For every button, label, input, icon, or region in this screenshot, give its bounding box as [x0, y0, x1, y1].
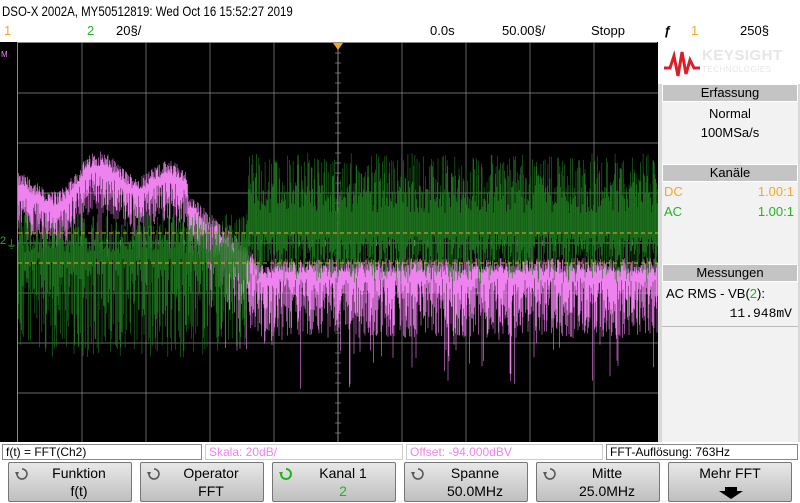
- bottom-bar: f(t) = FFT(Ch2) Skala: 20dB/ Offset: -94…: [0, 442, 800, 503]
- sample-rate: 100MSa/s: [700, 125, 760, 140]
- softkey-center[interactable]: Mitte 25.0MHz: [536, 462, 660, 502]
- measurement-label-post: ):: [757, 286, 765, 301]
- softkey-function-label: Funktion: [52, 465, 106, 481]
- brand-sub: TECHNOLOGIES: [702, 65, 772, 74]
- softkey-operator[interactable]: Operator FFT: [140, 462, 264, 502]
- arrow-down-icon: [719, 487, 743, 499]
- ch1-coupling: DC: [664, 184, 683, 199]
- softkey-channel1-value: 2: [339, 483, 347, 499]
- time-scale: 50.00§/: [502, 23, 546, 38]
- knob-icon: [543, 468, 556, 480]
- measurement-label: AC RMS - VB(2):: [666, 286, 765, 301]
- trigger-level: 250§: [740, 23, 769, 38]
- keysight-wave-icon: [664, 50, 700, 77]
- ground-icon: ⏚: [6, 239, 17, 251]
- math-function-info: f(t) = FFT(Ch2): [2, 444, 202, 460]
- traces: [17, 151, 659, 389]
- measurement-value: 11.948mV: [729, 306, 792, 321]
- knob-active-icon: [279, 468, 292, 480]
- math-scale-info: Skala: 20dB/: [205, 444, 403, 460]
- status-bar: DSO-X 2002A, MY50512819: Wed Oct 16 15:5…: [0, 0, 800, 42]
- ch1-indicator[interactable]: 1: [4, 23, 12, 38]
- acquisition-mode: Normal: [709, 106, 751, 121]
- trigger-edge-icon: ƒ: [664, 23, 672, 38]
- softkey-channel1-label: Kanal 1: [319, 465, 367, 481]
- knob-icon: [147, 468, 160, 480]
- softkey-operator-value: FFT: [198, 483, 224, 499]
- side-panel: KEYSIGHT TECHNOLOGIES Erfassung Normal 1…: [658, 42, 800, 442]
- run-state: Stopp: [591, 23, 625, 38]
- softkey-channel1[interactable]: Kanal 1 2: [272, 462, 396, 502]
- knob-icon: [411, 468, 424, 480]
- measurement-label-pre: AC RMS - VB(: [666, 286, 750, 301]
- waveform-display[interactable]: [17, 42, 659, 444]
- ch2-scale: 20§/: [116, 23, 142, 38]
- measurements-body: AC RMS - VB(2): 11.948mV: [662, 282, 798, 442]
- instrument-title: DSO-X 2002A, MY50512819: Wed Oct 16 15:5…: [2, 3, 293, 19]
- acquisition-header: Erfassung: [662, 84, 798, 102]
- waveform-svg: [17, 42, 659, 444]
- softkey-operator-label: Operator: [183, 465, 239, 481]
- softkey-function-value: f(t): [70, 483, 88, 499]
- softkey-span-label: Spanne: [450, 465, 500, 481]
- ch2-ground-marker[interactable]: 2: [0, 235, 7, 247]
- ch2-probe: 1.00:1: [757, 204, 794, 219]
- softkey-center-value: 25.0MHz: [578, 483, 636, 499]
- brand-name: KEYSIGHT: [702, 47, 783, 64]
- math-offset-info: Offset: -94.000dBV: [406, 444, 603, 460]
- softkey-more-fft[interactable]: Mehr FFT: [668, 462, 792, 502]
- measurement-divider: [662, 326, 798, 327]
- fft-resolution-info: FFT-Auflösung: 763Hz: [606, 444, 798, 460]
- softkey-function[interactable]: Funktion f(t): [8, 462, 132, 502]
- softkey-center-label: Mitte: [591, 465, 623, 481]
- softkey-span[interactable]: Spanne 50.0MHz: [404, 462, 528, 502]
- trigger-position-marker[interactable]: [333, 43, 343, 50]
- softkey-span-value: 50.0MHz: [446, 483, 504, 499]
- ch2-indicator[interactable]: 2: [87, 23, 95, 38]
- acquisition-body: Normal 100MSa/s: [662, 102, 798, 164]
- time-offset: 0.0s: [430, 23, 455, 38]
- trigger-channel: 1: [691, 23, 699, 38]
- ch2-coupling: AC: [664, 204, 683, 219]
- brand-logo: KEYSIGHT TECHNOLOGIES: [658, 42, 800, 84]
- knob-icon: [15, 468, 28, 480]
- channels-header: Kanäle: [662, 164, 798, 182]
- ch1-probe: 1.00:1: [757, 184, 794, 199]
- measurements-header: Messungen: [662, 264, 798, 282]
- measurement-label-ch: 2: [749, 286, 758, 301]
- math-marker: M: [1, 50, 8, 59]
- ch2-trace: [17, 153, 659, 358]
- softkey-more-fft-label: Mehr FFT: [699, 465, 761, 481]
- channels-body: DC 1.00:1 AC 1.00:1: [662, 182, 798, 264]
